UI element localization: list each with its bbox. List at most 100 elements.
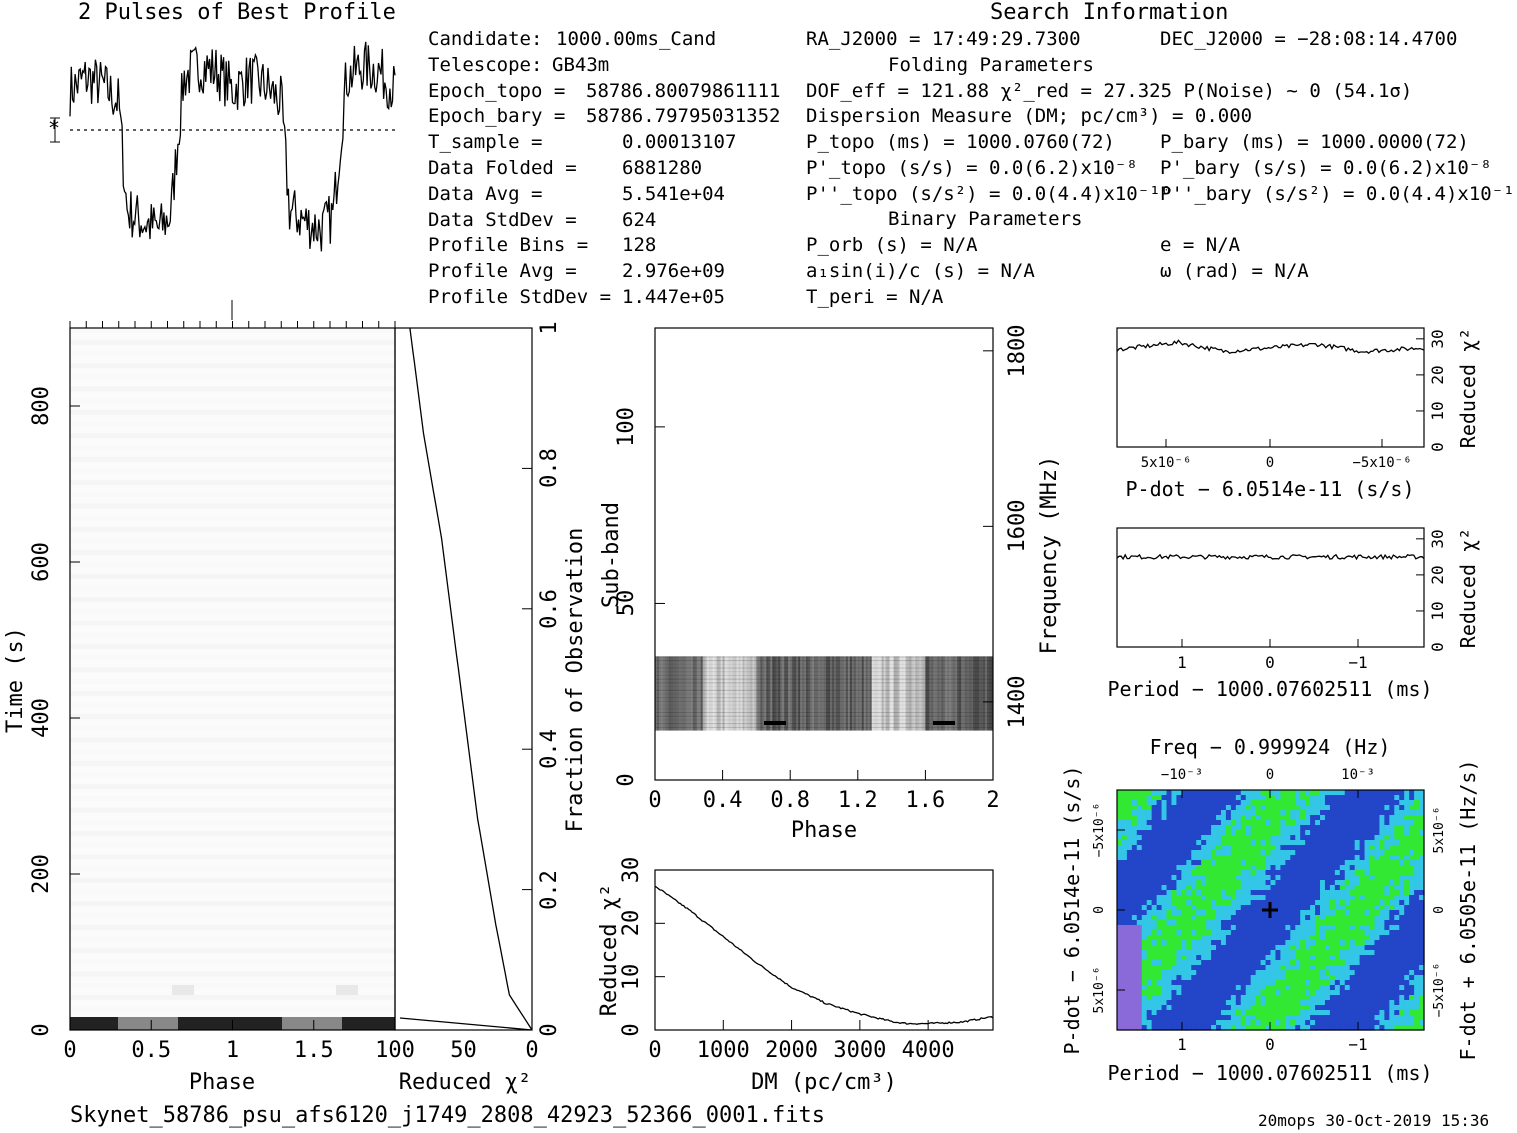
ppdot-cell	[1354, 975, 1361, 981]
ppdot-cell	[1131, 1010, 1138, 1016]
ppdot-cell	[1409, 945, 1415, 951]
ppdot-cell	[1181, 1020, 1187, 1026]
ppdot-cell	[1196, 1000, 1202, 1006]
ppdot-cell	[1206, 1005, 1212, 1011]
ppdot-cell	[1419, 840, 1425, 846]
ppdot-cell	[1275, 930, 1282, 936]
ppdot-cell	[1235, 800, 1242, 806]
pdot-line	[1116, 339, 1425, 355]
ppdot-cell	[1334, 900, 1341, 906]
ppdot-cell	[1349, 975, 1356, 981]
time-phase-bottom-light	[282, 1017, 342, 1030]
ppdot-cell	[1275, 985, 1282, 991]
ppdot-cell	[1404, 865, 1410, 871]
ppdot-cell	[1220, 845, 1227, 851]
subband-column	[798, 656, 801, 731]
ppdot-cell	[1339, 835, 1346, 841]
ppdot-cell	[1409, 860, 1415, 866]
ppdot-cell	[1117, 900, 1123, 906]
ppdot-cell	[1394, 1000, 1400, 1006]
ppdot-cell	[1310, 1020, 1316, 1026]
ppdot-cell	[1379, 810, 1385, 816]
ppdot-cell	[1404, 915, 1410, 921]
ppdot-cell	[1399, 790, 1405, 796]
ppdot-cell	[1419, 865, 1425, 871]
ppdot-cell	[1320, 985, 1326, 991]
ppdot-cell	[1250, 1005, 1257, 1011]
ppdot-cell	[1394, 980, 1400, 986]
ppdot-cell	[1186, 1015, 1192, 1021]
ppdot-cell	[1359, 980, 1366, 986]
ppdot-cell	[1206, 880, 1212, 886]
ppdot-cell	[1374, 970, 1381, 976]
ppdot-cell	[1201, 860, 1207, 866]
ppdot-cell	[1230, 960, 1237, 966]
ppdot-cell	[1216, 900, 1222, 906]
ppdot-cell	[1121, 900, 1128, 906]
ppdot-cell	[1300, 970, 1306, 976]
ppdot-cell	[1176, 830, 1182, 836]
ppdot-cell	[1146, 1025, 1153, 1031]
ppdot-cell	[1141, 880, 1148, 886]
ppdot-cell	[1196, 945, 1202, 951]
ppdot-cell	[1369, 895, 1376, 901]
ppdot-cell	[1295, 980, 1301, 986]
ppdot-cell	[1270, 830, 1277, 836]
ppdot-cell	[1191, 850, 1197, 856]
ppdot-cell	[1315, 1015, 1321, 1021]
ppdot-cell	[1300, 955, 1306, 961]
ppdot-title: Freq − 0.999924 (Hz)	[1149, 735, 1391, 759]
ppdot-cell	[1176, 1005, 1182, 1011]
ppdot-cell	[1320, 935, 1326, 941]
ppdot-cell	[1414, 985, 1420, 991]
ppdot-cell	[1339, 895, 1346, 901]
ppdot-cell	[1225, 835, 1232, 841]
ppdot-cell	[1310, 875, 1316, 881]
ppdot-cell	[1255, 840, 1262, 846]
ppdot-cell	[1389, 925, 1395, 931]
ppdot-cell	[1270, 940, 1277, 946]
ppdot-cell	[1359, 830, 1366, 836]
ppdot-cell	[1250, 985, 1257, 991]
pdot-ytick-label: 30	[1428, 329, 1447, 349]
ppdot-cell	[1245, 1025, 1252, 1031]
ppdot-cell	[1151, 1020, 1158, 1026]
ppdot-cell	[1349, 845, 1356, 851]
ppdot-cell	[1414, 945, 1420, 951]
ppdot-cell	[1126, 810, 1133, 816]
ppdot-cell	[1161, 900, 1168, 906]
ppdot-cell	[1235, 990, 1242, 996]
ppdot-cell	[1196, 910, 1202, 916]
ppdot-cell	[1121, 1025, 1128, 1031]
ppdot-cell	[1295, 875, 1301, 881]
ppdot-cell	[1354, 965, 1361, 971]
ppdot-cell	[1329, 830, 1336, 836]
ppdot-cell	[1186, 855, 1192, 861]
ppdot-cell	[1131, 935, 1138, 941]
info-value: 58786.79795031352	[586, 105, 781, 128]
ppdot-cell	[1379, 955, 1385, 961]
ppdot-cell	[1196, 950, 1202, 956]
ppdot-cell	[1384, 855, 1390, 861]
time-phase-row	[70, 585, 395, 591]
ppdot-cell	[1196, 955, 1202, 961]
ppdot-cell	[1329, 1025, 1336, 1031]
ppdot-cell	[1324, 875, 1331, 881]
ppdot-cell	[1414, 810, 1420, 816]
ppdot-cell	[1146, 865, 1153, 871]
ppdot-cell	[1290, 1020, 1296, 1026]
ppdot-cell	[1374, 1020, 1381, 1026]
ppdot-cell	[1359, 910, 1366, 916]
ppdot-cell	[1379, 875, 1385, 881]
ppdot-cell	[1359, 935, 1366, 941]
error-bar-mark: *	[48, 116, 61, 140]
ppdot-cell	[1245, 840, 1252, 846]
ppdot-cell	[1171, 970, 1178, 976]
ppdot-cell	[1240, 970, 1247, 976]
ppdot-cell	[1166, 1010, 1173, 1016]
ppdot-cell	[1250, 975, 1257, 981]
ppdot-cell	[1379, 820, 1385, 826]
ppdot-cell	[1211, 910, 1217, 916]
time-phase-patch	[172, 985, 194, 995]
ppdot-cell	[1364, 835, 1371, 841]
